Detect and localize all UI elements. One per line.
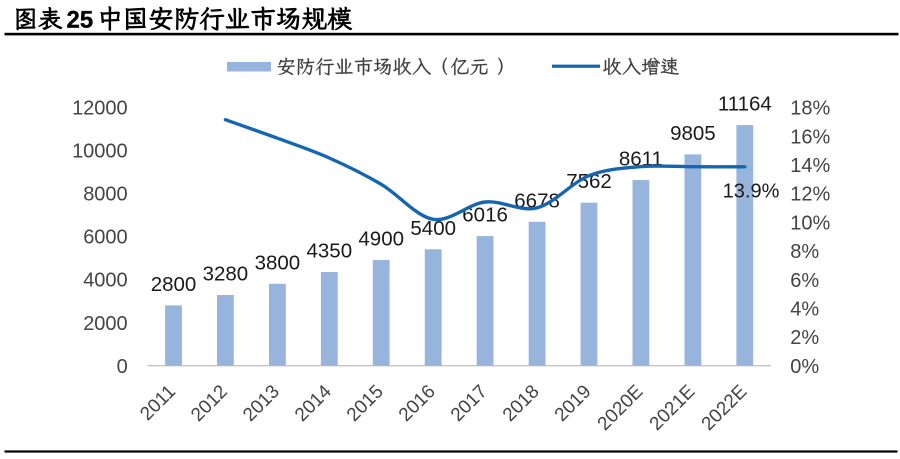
svg-text:9805: 9805 [670, 122, 716, 145]
svg-text:16%: 16% [790, 126, 830, 148]
svg-text:2000: 2000 [83, 313, 128, 335]
svg-text:5400: 5400 [410, 217, 456, 240]
svg-text:6678: 6678 [514, 189, 560, 212]
svg-text:6000: 6000 [83, 227, 128, 249]
svg-text:2%: 2% [790, 327, 819, 349]
svg-text:10%: 10% [790, 212, 830, 234]
svg-text:10000: 10000 [72, 140, 128, 162]
svg-text:7562: 7562 [566, 170, 612, 193]
svg-text:14%: 14% [790, 155, 830, 177]
svg-text:18%: 18% [790, 98, 830, 120]
svg-text:11164: 11164 [718, 93, 772, 116]
svg-text:4350: 4350 [306, 240, 352, 263]
svg-text:3800: 3800 [255, 251, 301, 274]
svg-text:6%: 6% [790, 270, 819, 292]
svg-text:6016: 6016 [462, 204, 508, 227]
svg-text:8000: 8000 [83, 184, 128, 206]
svg-text:0: 0 [117, 356, 128, 378]
svg-text:12000: 12000 [72, 97, 128, 119]
svg-text:3280: 3280 [203, 263, 249, 286]
svg-text:4%: 4% [790, 299, 819, 321]
svg-text:2800: 2800 [151, 273, 197, 296]
svg-text:4000: 4000 [83, 270, 128, 292]
svg-text:8%: 8% [790, 241, 819, 263]
svg-text:0%: 0% [790, 356, 819, 378]
svg-text:13.9%: 13.9% [723, 181, 780, 203]
svg-text:4900: 4900 [358, 228, 404, 251]
svg-text:12%: 12% [790, 184, 830, 206]
